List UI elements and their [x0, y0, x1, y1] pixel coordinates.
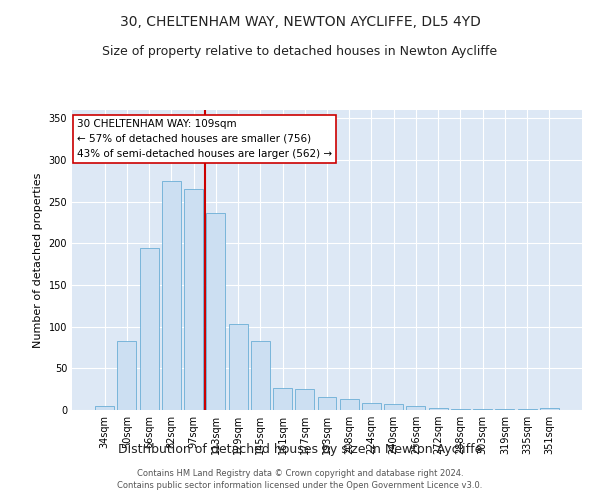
Bar — [251, 341, 270, 410]
Bar — [384, 404, 403, 410]
Bar — [317, 396, 337, 410]
Bar — [118, 341, 136, 410]
Bar — [473, 409, 492, 410]
Bar — [95, 406, 114, 410]
Bar — [206, 212, 225, 410]
Bar — [340, 399, 359, 410]
Bar — [540, 408, 559, 410]
Y-axis label: Number of detached properties: Number of detached properties — [33, 172, 43, 348]
Bar — [518, 409, 536, 410]
Bar — [295, 389, 314, 410]
Bar — [273, 388, 292, 410]
Text: 30 CHELTENHAM WAY: 109sqm
← 57% of detached houses are smaller (756)
43% of semi: 30 CHELTENHAM WAY: 109sqm ← 57% of detac… — [77, 119, 332, 158]
Bar — [362, 404, 381, 410]
Bar — [406, 406, 425, 410]
Bar — [451, 409, 470, 410]
Bar — [429, 408, 448, 410]
Bar — [496, 409, 514, 410]
Bar — [162, 181, 181, 410]
Text: Size of property relative to detached houses in Newton Aycliffe: Size of property relative to detached ho… — [103, 45, 497, 58]
Bar — [184, 189, 203, 410]
Bar — [229, 324, 248, 410]
Text: Contains HM Land Registry data © Crown copyright and database right 2024.: Contains HM Land Registry data © Crown c… — [137, 468, 463, 477]
Text: 30, CHELTENHAM WAY, NEWTON AYCLIFFE, DL5 4YD: 30, CHELTENHAM WAY, NEWTON AYCLIFFE, DL5… — [119, 15, 481, 29]
Bar — [140, 248, 158, 410]
Text: Distribution of detached houses by size in Newton Aycliffe: Distribution of detached houses by size … — [118, 442, 482, 456]
Text: Contains public sector information licensed under the Open Government Licence v3: Contains public sector information licen… — [118, 481, 482, 490]
